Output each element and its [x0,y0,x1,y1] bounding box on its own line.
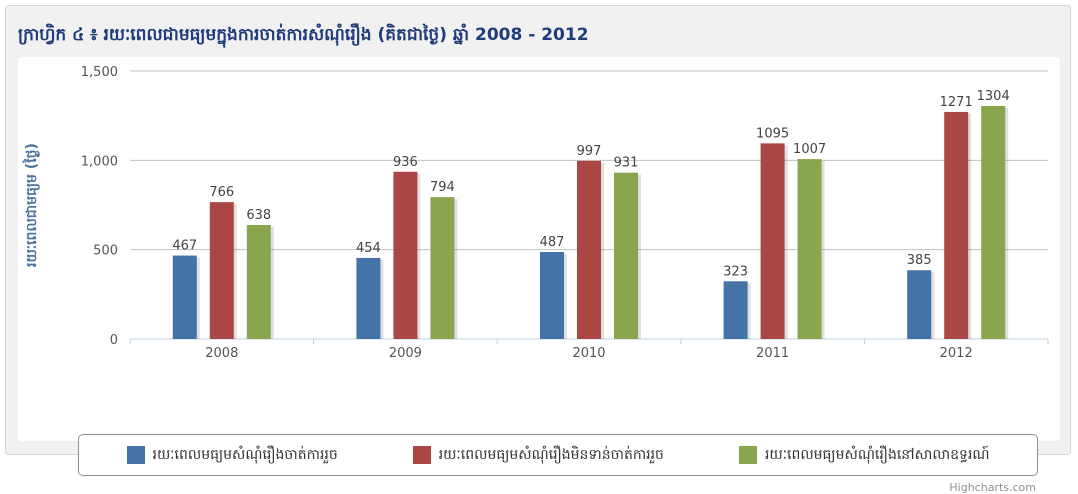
bar-2012-series-2 [944,111,969,339]
bar-2011-series-1 [723,281,748,339]
x-tick-label: 2009 [389,346,422,361]
y-axis-title: រយៈពេលជាមធ្យម (ថ្ងៃ) [22,143,40,267]
legend-item-series-2[interactable]: រយៈពេលមធ្យមសំណុំរឿងមិនទាន់ចាត់ការរួច [412,445,664,466]
data-label: 794 [430,180,455,195]
legend-label: រយៈពេលមធ្យមសំណុំរឿងចាត់ការរួច [152,446,338,463]
bar-2009-series-3 [430,197,455,339]
bar-2012-series-3 [981,106,1006,339]
data-label: 467 [172,239,197,254]
data-label: 454 [356,241,381,256]
data-label: 931 [614,156,639,171]
y-tick-label: 0 [110,333,118,348]
x-tick-label: 2011 [756,346,789,361]
y-tick-label: 1,500 [81,65,118,80]
bar-2011-series-3 [797,159,822,339]
chart-legend: រយៈពេលមធ្យមសំណុំរឿងចាត់ការរួច រយៈពេលមធ្យម… [78,434,1038,476]
data-label: 936 [393,155,418,170]
legend-item-series-3[interactable]: រយៈពេលមធ្យមសំណុំរឿងនៅសាលាឧទ្ធរណ៍ [738,445,990,466]
legend-label: រយៈពេលមធ្យមសំណុំរឿងមិនទាន់ចាត់ការរួច [438,446,664,463]
bar-2012-series-1 [907,270,932,339]
bar-2010-series-3 [614,172,638,339]
bar-2011-series-2 [760,143,785,339]
bar-2009-series-1 [356,257,381,339]
bar-2008-series-1 [172,255,197,339]
bar-2008-series-2 [209,202,234,339]
bar-2008-series-3 [246,225,271,339]
data-label: 1095 [756,126,789,141]
data-label: 487 [540,235,565,250]
x-tick-label: 2012 [940,346,973,361]
legend-swatch [126,446,145,464]
legend-swatch [738,446,757,464]
chart-title: ក្រាហ្វិក ៤ ៖ រយៈពេលជាមធ្យមក្នុងការចាត់ក… [18,25,589,45]
x-tick-label: 2010 [572,346,605,361]
legend-item-series-1[interactable]: រយៈពេលមធ្យមសំណុំរឿងចាត់ការរួច [126,445,338,466]
credits-link[interactable]: Highcharts.com [949,481,1036,494]
bar-chart: 0 500 1,000 1,500 រយៈពេលជាមធ្យម (ថ្ងៃ) 2008 46… [22,65,1049,361]
data-label: 385 [907,253,932,268]
bar-2009-series-2 [393,171,418,339]
y-tick-label: 500 [93,244,118,259]
data-label: 997 [577,144,602,159]
data-label: 323 [723,264,748,279]
legend-swatch [412,446,431,464]
legend-label: រយៈពេលមធ្យមសំណុំរឿងនៅសាលាឧទ្ធរណ៍ [764,446,990,463]
data-label: 1271 [940,95,973,110]
x-tick-label: 2008 [205,346,238,361]
data-label: 766 [209,185,234,200]
bar-2010-series-2 [577,160,601,339]
chart-panel: 0 500 1,000 1,500 រយៈពេលជាមធ្យម (ថ្ងៃ) 2008 46… [18,57,1060,494]
data-label: 1007 [793,142,826,157]
bar-2010-series-1 [540,251,564,339]
y-tick-label: 1,000 [81,154,118,169]
data-label: 1304 [977,89,1010,104]
data-label: 638 [246,208,271,223]
